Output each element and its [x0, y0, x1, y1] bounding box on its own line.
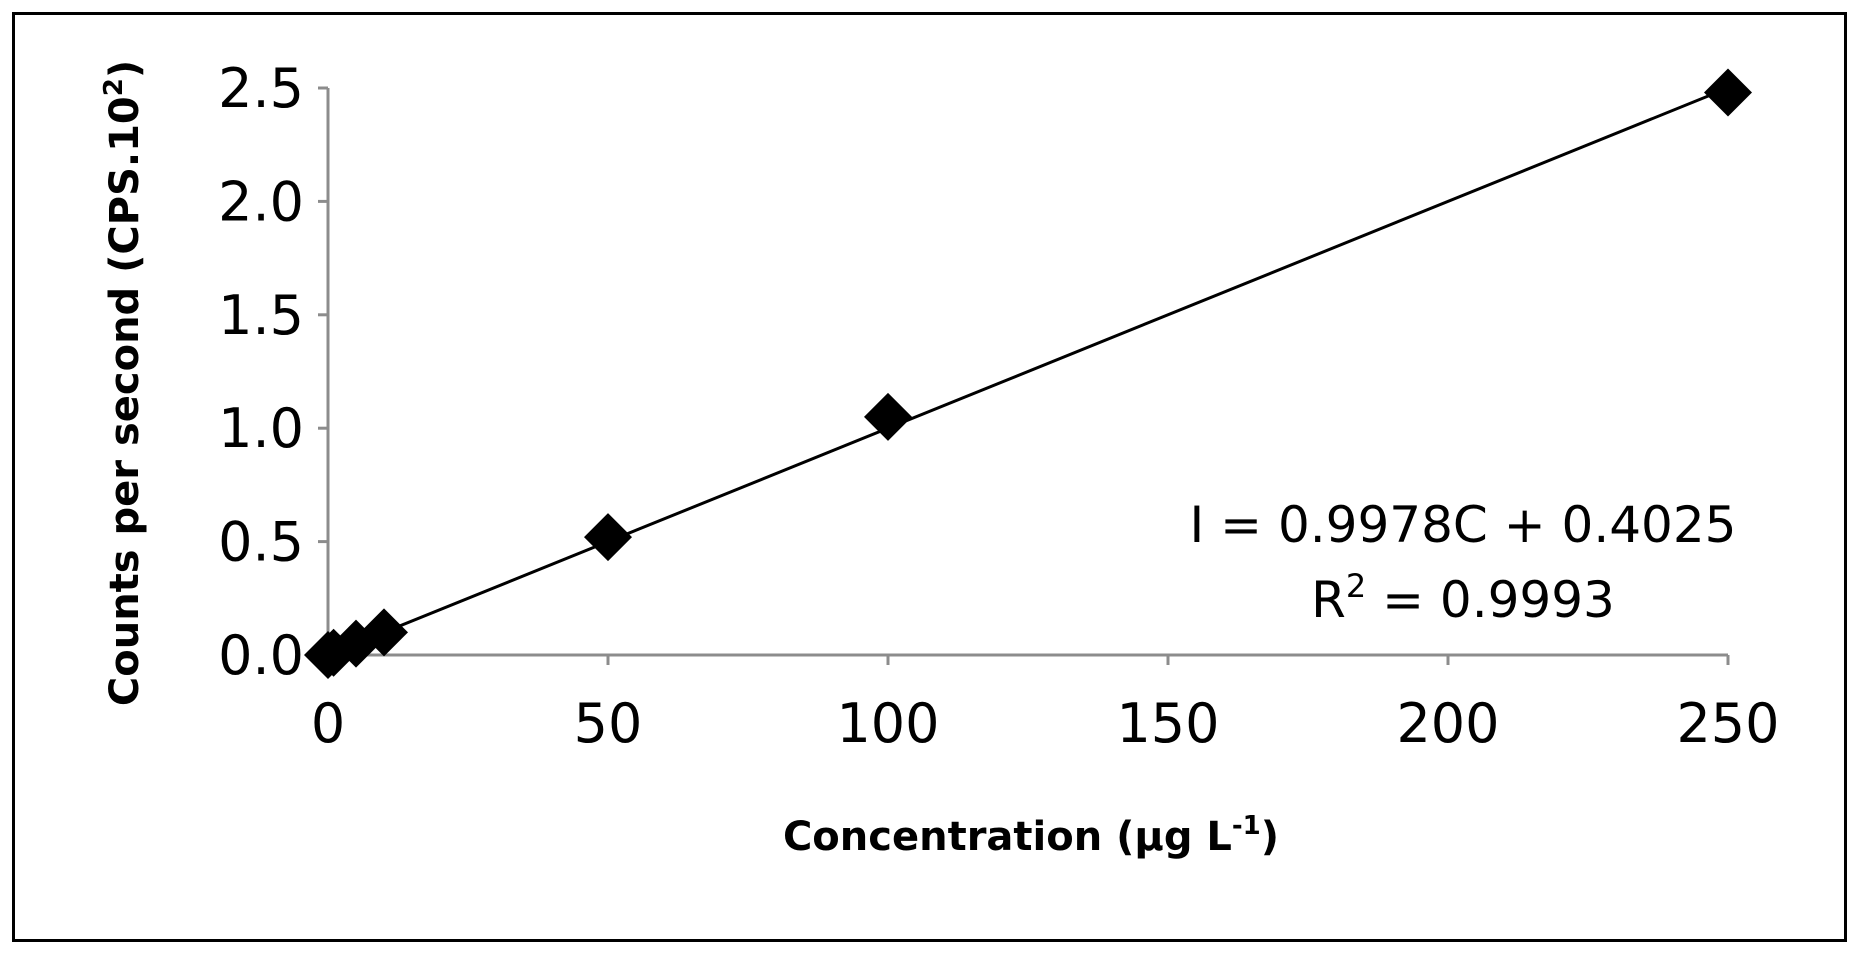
- x-axis-title: Concentration (µg L-1): [783, 811, 1279, 860]
- x-tick-label: 150: [1116, 692, 1219, 755]
- x-ticks: 0 50 100 150 200 250: [311, 655, 1780, 755]
- axes: 0.0 0.5 1.0 1.5 2.0 2.5 0 50 100 150 200 250: [218, 57, 1779, 755]
- data-point: [1704, 68, 1752, 117]
- y-tick-label: 2.0: [218, 170, 304, 233]
- y-axis-title-superscript: 2: [99, 78, 129, 96]
- y-axis-title-text: Counts per second (CPS.10: [102, 96, 148, 706]
- y-tick-label: 0.5: [218, 511, 304, 574]
- data-points: [304, 68, 1752, 679]
- x-tick-label: 100: [836, 692, 939, 755]
- x-tick-label: 50: [574, 692, 643, 755]
- trendline-equation: I = 0.9978C + 0.4025: [1190, 496, 1737, 554]
- data-point: [864, 392, 912, 441]
- r-squared-prefix: R: [1311, 571, 1346, 629]
- r-squared-label: R2 = 0.9993: [1311, 567, 1615, 629]
- chart-border: [12, 12, 1847, 942]
- r-squared-superscript: 2: [1346, 567, 1366, 605]
- x-axis-title-superscript: -1: [1232, 811, 1261, 841]
- x-tick-label: 200: [1396, 692, 1499, 755]
- y-tick-label: 1.5: [218, 284, 304, 347]
- x-tick-label: 0: [311, 692, 345, 755]
- x-axis-title-end: ): [1261, 814, 1279, 860]
- data-point: [584, 513, 632, 562]
- y-tick-label: 2.5: [218, 57, 304, 120]
- x-axis-title-text: Concentration (µg L: [783, 814, 1232, 860]
- r-squared-value: = 0.9993: [1366, 571, 1615, 629]
- y-axis-title-end: ): [102, 60, 148, 78]
- x-tick-label: 250: [1676, 692, 1779, 755]
- y-tick-label: 0.0: [218, 624, 304, 687]
- data-point: [360, 608, 408, 657]
- y-tick-label: 1.0: [218, 397, 304, 460]
- y-ticks: 0.0 0.5 1.0 1.5 2.0 2.5: [218, 57, 328, 687]
- trendline: [327, 86, 1729, 657]
- y-axis-title: Counts per second (CPS.102): [99, 60, 148, 706]
